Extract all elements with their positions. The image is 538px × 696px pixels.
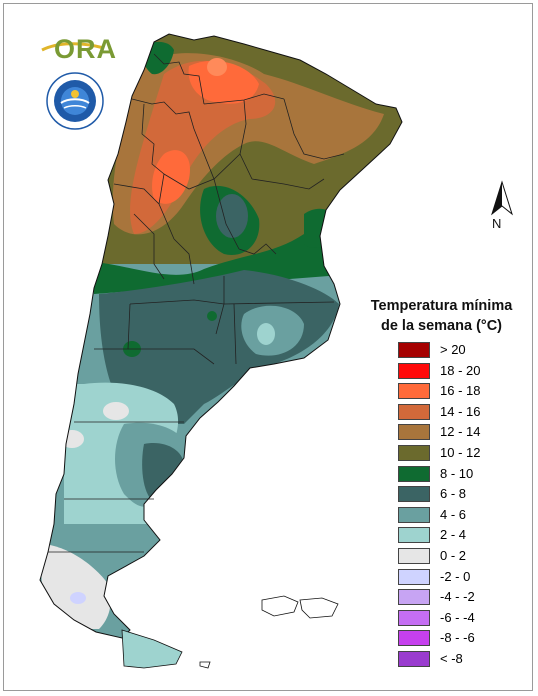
zone-minus2-0-spot — [70, 592, 86, 604]
isla-de-los-estados — [199, 661, 211, 669]
zone-8-10-dot — [207, 311, 217, 321]
legend-item: 8 - 10 — [398, 465, 498, 483]
legend-title: Temperatura mínima de la semana (°C) — [354, 296, 529, 336]
ora-logo-swoosh — [41, 42, 105, 52]
zone-6-8-center — [216, 194, 248, 238]
legend-swatch — [398, 383, 430, 400]
legend-swatch — [398, 506, 430, 523]
legend-label: 16 - 18 — [440, 383, 481, 399]
zone-16-18-core — [207, 58, 227, 76]
legend-label: 0 - 2 — [440, 548, 467, 563]
zone-16-18-north — [188, 60, 259, 104]
legend-swatch — [398, 403, 430, 420]
legend-item: -6 - -4 — [398, 609, 498, 627]
legend-item: 10 - 12 — [398, 445, 498, 462]
north-arrow-icon — [491, 180, 513, 216]
zone-0-2-spot-a — [103, 402, 129, 420]
legend-label: -4 - -2 — [440, 589, 475, 605]
legend-label: 10 - 12 — [440, 445, 481, 460]
legend-label: 12 - 14 — [440, 424, 481, 440]
legend-item: < -8 — [398, 651, 498, 668]
legend-swatch — [398, 548, 430, 564]
legend-title-line2: de la semana (°C) — [380, 318, 503, 334]
zone-2-4-buenos-aires — [257, 323, 275, 345]
zone-6-8-patagonia — [142, 443, 184, 502]
legend-swatch — [398, 445, 430, 461]
legend-label: 14 - 16 — [440, 403, 481, 419]
legend-swatch — [398, 342, 430, 358]
legend-swatch — [398, 465, 430, 482]
legend-item: 16 - 18 — [398, 383, 498, 400]
argentina-temperature-map — [39, 33, 403, 669]
zone-8-10-band — [94, 194, 364, 294]
legend-label: < -8 — [440, 651, 463, 666]
zone-0-2-spot-b — [60, 430, 84, 448]
legend-item: -4 - -2 — [398, 589, 498, 606]
legend-swatch — [398, 362, 430, 379]
ora-logo-text: ORA — [54, 34, 117, 64]
legend-label: 6 - 8 — [440, 486, 467, 502]
legend-item: 0 - 2 — [398, 548, 498, 565]
country-outline — [39, 33, 403, 639]
legend-item: 12 - 14 — [398, 424, 498, 441]
legend-item: -8 - -6 — [398, 630, 498, 647]
legend-title-line1: Temperatura mínima — [370, 298, 513, 314]
legend-label: -6 - -4 — [440, 609, 475, 625]
legend-label: -8 - -6 — [440, 630, 475, 646]
legend-swatch — [398, 630, 430, 647]
legend-swatch — [398, 589, 430, 606]
malvinas-islands — [261, 595, 339, 619]
tierra-del-fuego — [121, 629, 183, 669]
legend-label: -2 - 0 — [440, 568, 471, 584]
legend-item: > 20 — [398, 342, 498, 359]
smn-seal-logo — [46, 72, 104, 130]
legend-swatch — [398, 651, 430, 667]
legend-label: 4 - 6 — [440, 506, 467, 522]
legend-swatch — [398, 424, 430, 441]
map-frame: ORA N Temperatura mínima de la semana (°… — [3, 3, 533, 691]
legend: Temperatura mínima de la semana (°C) > 2… — [354, 296, 529, 667]
legend-label: 18 - 20 — [440, 362, 481, 378]
legend-item: 18 - 20 — [398, 362, 498, 380]
legend-label: 2 - 4 — [440, 527, 467, 543]
province-borders — [48, 53, 345, 553]
legend-swatch — [398, 486, 430, 503]
north-label: N — [492, 216, 502, 231]
legend-swatch — [398, 527, 430, 544]
legend-item: 2 - 4 — [398, 527, 498, 544]
legend-item: 4 - 6 — [398, 506, 498, 524]
legend-item: -2 - 0 — [398, 568, 498, 586]
legend-swatch — [398, 568, 430, 585]
legend-label: > 20 — [440, 342, 466, 357]
legend-item: 6 - 8 — [398, 486, 498, 503]
legend-label: 8 - 10 — [440, 465, 474, 481]
legend-swatch — [398, 609, 430, 626]
legend-item: 14 - 16 — [398, 403, 498, 421]
